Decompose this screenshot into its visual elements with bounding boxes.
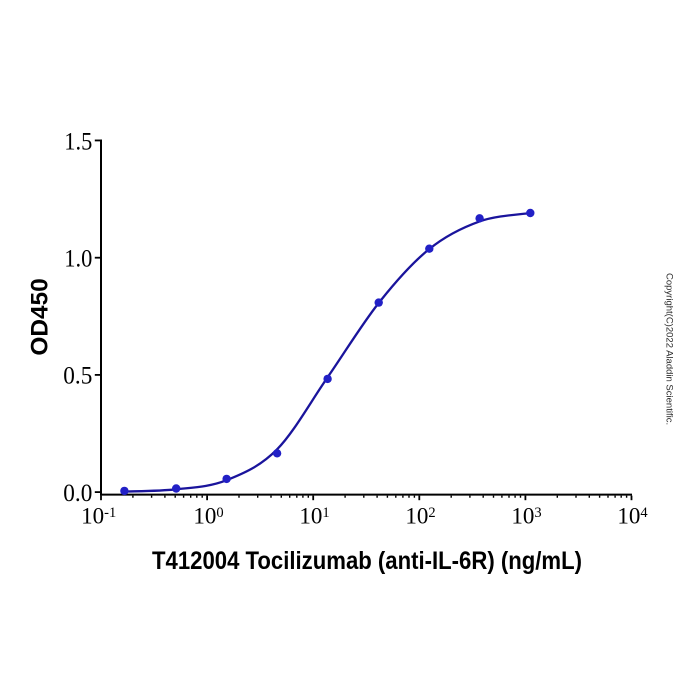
svg-text:OD450: OD450 [26, 278, 53, 355]
svg-text:T412004 Tocilizumab (anti-IL-6: T412004 Tocilizumab (anti-IL-6R) (ng/mL) [152, 548, 582, 575]
svg-text:Copyright(C)2022 Aladdin Scien: Copyright(C)2022 Aladdin Scientific. [664, 273, 675, 425]
svg-text:101: 101 [299, 504, 329, 529]
svg-text:1.0: 1.0 [64, 246, 92, 273]
svg-text:1.5: 1.5 [64, 128, 92, 155]
svg-text:0.5: 0.5 [63, 363, 92, 390]
svg-text:0.0: 0.0 [63, 480, 92, 507]
